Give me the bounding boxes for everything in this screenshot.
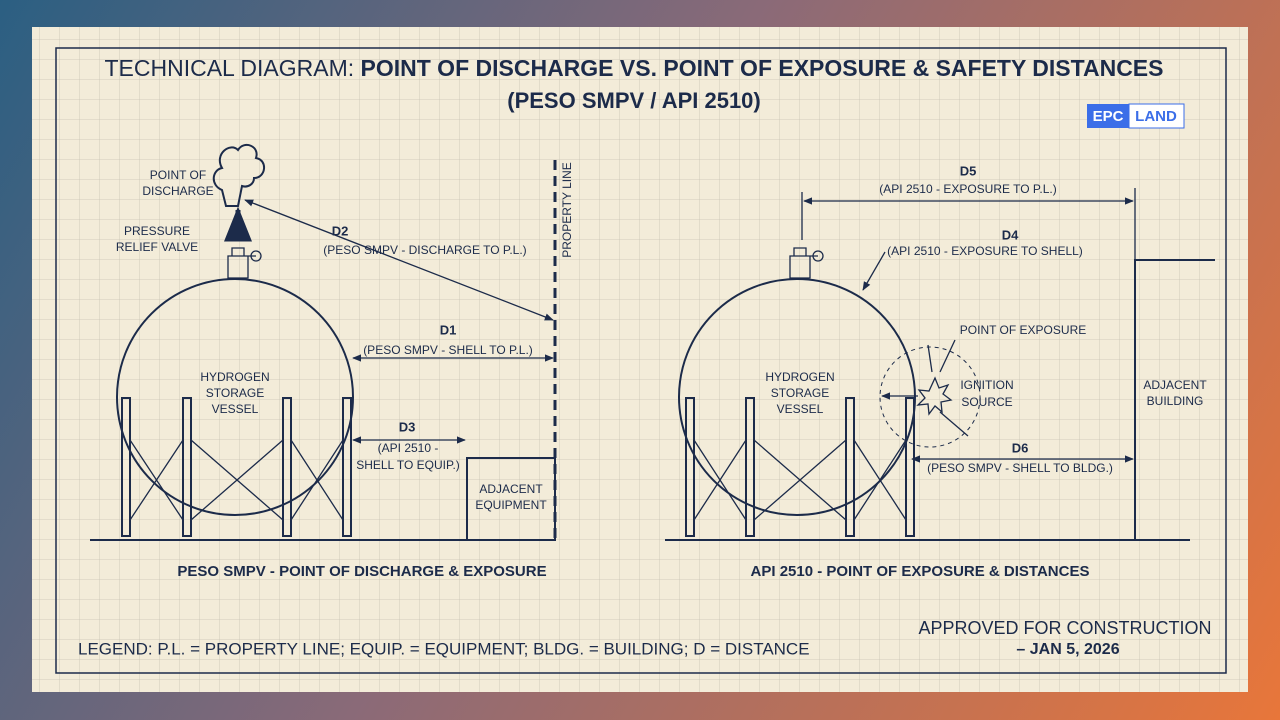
d3-note: SHELL TO EQUIP.) [356,458,460,472]
legend: LEGEND: P.L. = PROPERTY LINE; EQUIP. = E… [78,639,810,658]
border [55,47,1227,674]
ignition-star [916,376,953,416]
title-main: POINT OF DISCHARGE VS. POINT OF EXPOSURE… [361,55,1164,81]
subtitle: (PESO SMPV / API 2510) [507,88,761,113]
equipment-box [466,457,556,541]
exposure-label: POINT OF EXPOSURE [960,323,1086,337]
discharge-label: DISCHARGE [142,184,213,198]
vessel-label: HYDROGEN [765,370,834,384]
valve-wheel [812,250,824,262]
exposure-arrows [882,339,969,437]
d5-label: D5 [960,163,977,178]
legs [121,397,352,537]
vessel-label: HYDROGEN [200,370,269,384]
equipment-label: ADJACENT [479,482,543,496]
braces [129,439,344,521]
ignition-zone [879,346,981,448]
valve-label: RELIEF VALVE [116,240,198,254]
logo-right: LAND [1135,108,1177,125]
d2-label: D2 [332,223,349,238]
logo-left-bg [1087,104,1129,128]
discharge-label: POINT OF [150,168,206,182]
d4-label: D4 [1002,227,1019,242]
d2-arrow [244,199,554,321]
equipment-label: EQUIPMENT [475,498,547,512]
vessel-label: VESSEL [777,402,824,416]
d4-arrow [862,251,886,291]
right-caption: API 2510 - POINT OF EXPOSURE & DISTANCES [751,563,1090,580]
building-label: BUILDING [1147,394,1204,408]
valve-label: PRESSURE [124,224,190,238]
d4-note: (API 2510 - EXPOSURE TO SHELL) [887,244,1083,258]
ignition-label: SOURCE [961,395,1012,409]
grid [32,27,1248,692]
d6-label: D6 [1012,440,1029,455]
title-prefix: TECHNICAL DIAGRAM: [105,55,355,81]
property-line-label: PROPERTY LINE [560,162,574,258]
approval: APPROVED FOR CONSTRUCTION [918,618,1211,638]
d6-note: (PESO SMPV - SHELL TO BLDG.) [927,461,1113,475]
left-vessel [90,143,557,541]
d3-note: (API 2510 - [378,441,439,455]
d5-note: (API 2510 - EXPOSURE TO P.L.) [879,182,1056,196]
logo-left: EPC [1093,108,1124,125]
vessel [116,278,354,516]
right-vessel [665,188,1215,541]
d3-label: D3 [399,419,416,434]
logo-right-bg [1128,103,1185,129]
building [1134,259,1215,540]
left-caption: PESO SMPV - POINT OF DISCHARGE & EXPOSUR… [177,563,546,580]
cloud [212,143,265,207]
title: TECHNICAL DIAGRAM: POINT OF DISCHARGE VS… [105,55,1164,81]
valve [789,247,818,279]
braces [693,439,907,521]
vessel-label: STORAGE [771,386,829,400]
ignition-label: IGNITION [960,378,1013,392]
vessel-label: VESSEL [212,402,259,416]
legs [685,397,915,537]
approval-date: – JAN 5, 2026 [1016,641,1119,658]
vessel-label: STORAGE [206,386,264,400]
d2-note: (PESO SMPV - DISCHARGE TO P.L.) [323,243,526,257]
building-label: ADJACENT [1143,378,1207,392]
d1-label: D1 [440,322,457,337]
d1-note: (PESO SMPV - SHELL TO P.L.) [363,343,533,357]
